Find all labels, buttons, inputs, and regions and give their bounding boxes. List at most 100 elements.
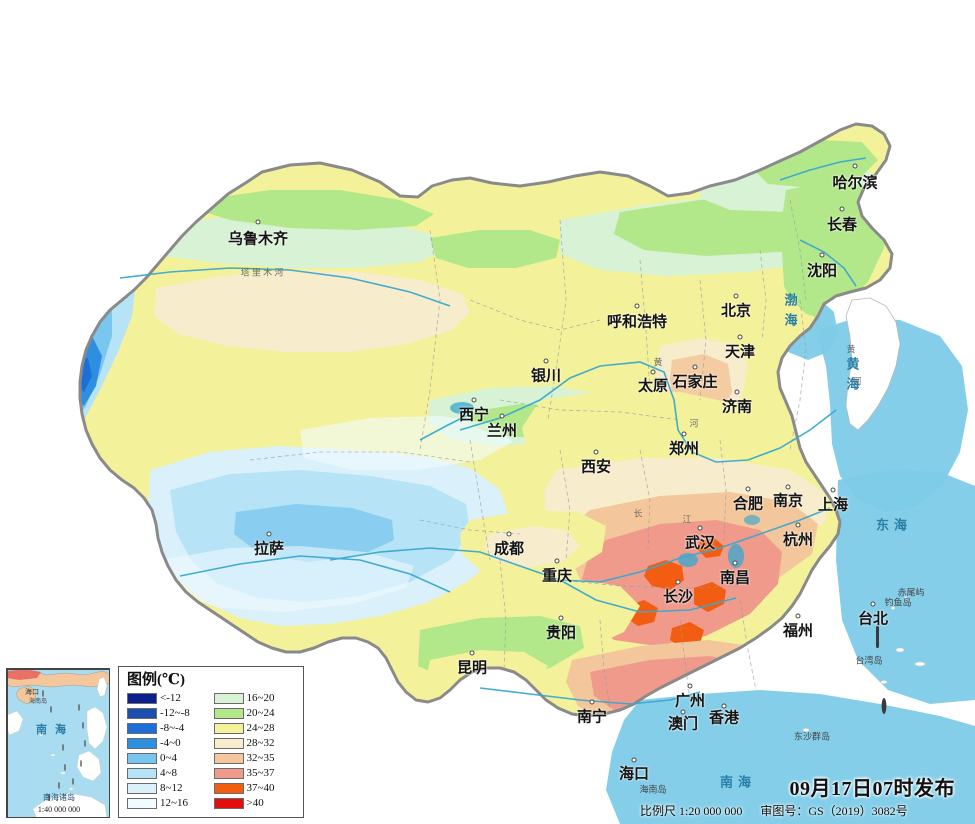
legend-entry: 35~37	[213, 767, 297, 781]
city-marker-dot	[589, 699, 595, 705]
map-scale-label: 比例尺 1:20 000 000	[640, 804, 743, 818]
city-marker-dot	[795, 522, 801, 528]
city-label: 济南	[721, 399, 753, 416]
legend-swatch	[127, 783, 157, 794]
legend-entry: 37~40	[213, 782, 297, 796]
legend-swatch	[127, 753, 157, 764]
city-label: 郑州	[668, 441, 700, 458]
legend-entry: 28~32	[213, 737, 297, 751]
sea-label: 南海	[719, 774, 757, 790]
legend-label: 4~8	[160, 767, 177, 779]
legend-entry: 0~4	[127, 752, 210, 766]
city-marker-dot	[506, 531, 512, 537]
city-label: 天津	[724, 344, 756, 361]
city-marker-dot	[471, 397, 477, 403]
river-label: 河	[689, 418, 699, 429]
sea-label: 黄海	[844, 357, 860, 397]
legend-entry: -4~0	[127, 737, 210, 751]
legend-swatch	[127, 738, 157, 749]
inset-scale-label: 1:40 000 000	[37, 805, 81, 814]
inset-label-hainan-island: 海南岛	[29, 699, 48, 705]
island-label: 赤尾屿	[897, 587, 925, 598]
legend-label: 20~24	[246, 707, 275, 719]
city-label: 乌鲁木齐	[227, 231, 289, 248]
legend-label: -8~-4	[160, 722, 185, 734]
city-marker-dot	[266, 531, 272, 537]
legend-label: 16~20	[246, 692, 275, 704]
legend-swatch	[213, 738, 244, 749]
city-label: 西安	[580, 459, 612, 476]
city-label: 澳门	[667, 716, 699, 733]
legend-column-right: 16~20 20~24 24~28 28~32 32~35 35~37 37~40 >40	[213, 692, 297, 811]
legend-swatch	[127, 723, 157, 734]
river-label: 河	[852, 376, 862, 387]
city-marker-dot	[721, 703, 727, 709]
legend-entry: 16~20	[213, 692, 297, 706]
city-label: 兰州	[486, 423, 518, 440]
footer-meta: 比例尺 1:20 000 000 审图号：GS（2019）3082号	[640, 802, 970, 819]
city-marker-dot	[737, 334, 743, 340]
city-label: 呼和浩特	[606, 314, 668, 331]
sea-label: 渤海	[782, 293, 798, 333]
island-label: 东沙群岛	[793, 731, 831, 742]
legend-label: >40	[246, 797, 264, 809]
legend-swatch	[213, 723, 244, 734]
island-label: 台湾岛	[855, 655, 883, 666]
legend-label: 24~28	[246, 722, 275, 734]
publish-time: 09月17日07时发布	[789, 778, 955, 800]
legend-column-left: <-12 -12~-8 -8~-4 -4~0 0~4 4~8 8~12 12~16	[127, 692, 210, 811]
city-label: 武汉	[684, 535, 716, 552]
legend-swatch	[127, 798, 157, 809]
inset-name-label: 南海诸岛	[43, 793, 75, 802]
river-label: 江	[682, 514, 692, 525]
city-marker-dot	[819, 252, 825, 258]
city-label: 北京	[720, 303, 752, 320]
island-label: 海南岛	[639, 784, 667, 795]
city-marker-dot	[785, 484, 791, 490]
city-marker-dot	[593, 449, 599, 455]
city-marker-dot	[543, 358, 549, 364]
map-review-number: 审图号：GS（2019）3082号	[760, 804, 908, 818]
river-label: 塔 里 木 河	[240, 267, 284, 278]
city-label: 海口	[618, 766, 650, 783]
legend-entry: 12~16	[127, 797, 210, 811]
sea-label: 东海	[875, 517, 913, 533]
legend-swatch	[213, 798, 244, 809]
inset-sea-label: 南海	[36, 724, 74, 736]
city-label: 上海	[817, 497, 849, 514]
river-label: 长	[633, 508, 643, 519]
city-label: 银川	[530, 368, 562, 385]
legend-label: 12~16	[160, 797, 188, 809]
legend-label: <-12	[160, 692, 181, 704]
legend-panel: 图例(℃) <-12 -12~-8 -8~-4 -4~0 0~4 4~8 8~12 12~16…	[118, 666, 304, 818]
city-marker-dot	[734, 389, 740, 395]
city-label: 长沙	[662, 589, 694, 606]
south-china-sea-inset-map: 海口 海南岛 南海 南海诸岛 1:40 000 000	[6, 668, 110, 818]
city-label: 贵阳	[545, 625, 577, 642]
city-marker-dot	[697, 525, 703, 531]
city-label: 成都	[493, 541, 525, 558]
legend-label: -4~0	[160, 737, 181, 749]
legend-swatch	[213, 708, 244, 719]
city-label: 长春	[826, 217, 858, 234]
city-label: 西宁	[458, 407, 490, 424]
city-marker-dot	[650, 369, 656, 375]
city-label: 南宁	[576, 709, 608, 726]
island-label: 钓鱼岛	[884, 597, 912, 608]
city-marker-dot	[795, 613, 801, 619]
legend-label: 28~32	[246, 737, 275, 749]
legend-swatch	[127, 708, 157, 719]
river-label: 黄	[653, 357, 663, 368]
legend-swatch	[213, 783, 244, 794]
legend-label: -12~-8	[160, 707, 190, 719]
legend-entry: -8~-4	[127, 722, 210, 736]
city-marker-dot	[830, 487, 836, 493]
legend-entry: 20~24	[213, 707, 297, 721]
city-marker-dot	[680, 709, 686, 715]
city-marker-dot	[499, 413, 505, 419]
legend-label: 32~35	[246, 752, 275, 764]
city-marker-dot	[631, 757, 637, 763]
city-marker-dot	[733, 293, 739, 299]
